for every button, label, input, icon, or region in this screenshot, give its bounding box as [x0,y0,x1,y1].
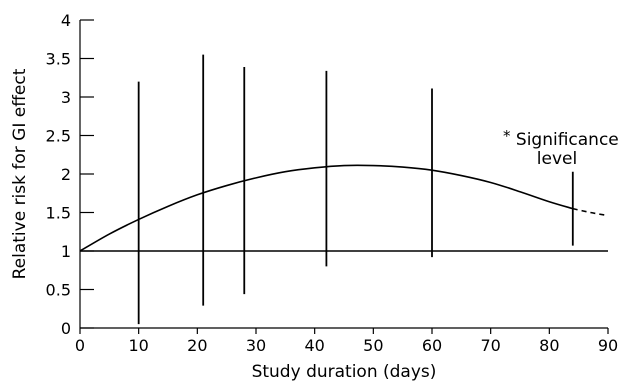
y-axis-title: Relative risk for GI effect [10,68,30,279]
x-tick-label: 0 [75,336,85,355]
significance-star: * [503,127,511,145]
significance-label-line2: level [537,149,577,169]
x-tick-label: 80 [539,336,559,355]
x-tick-label: 70 [480,336,500,355]
x-tick-label: 60 [422,336,442,355]
x-tick-label: 40 [304,336,324,355]
y-tick-label: 0.5 [46,281,71,300]
y-tick-label: 4 [61,11,71,30]
interval-layer [137,54,574,325]
significance-label-line1: Significance [516,130,619,150]
axes [79,20,608,329]
risk-curve [79,164,574,252]
y-tick-label: 2 [61,165,71,184]
x-tick-label: 20 [187,336,207,355]
y-tick-label: 1 [61,242,71,261]
x-tick-label: 50 [363,336,383,355]
y-tick-label: 3 [61,88,71,107]
x-tick-label: 30 [246,336,266,355]
y-tick-label: 1.5 [46,204,71,223]
y-tick-label: 3.5 [46,50,71,69]
y-tick-label: 0 [61,319,71,338]
x-axis-title: Study duration (days) [252,362,437,381]
x-tick-label: 90 [598,336,618,355]
y-tick-label: 2.5 [46,127,71,146]
curve-layer [79,164,609,252]
risk-curve-extrapolated [572,207,609,217]
ticks: 0 10 20 30 40 50 60 70 80 90 0 0.5 1 1.5 2 2.5 3 3.5 4 [46,11,619,355]
x-tick-label: 10 [128,336,148,355]
significance-annotation: * Significance [503,126,619,150]
